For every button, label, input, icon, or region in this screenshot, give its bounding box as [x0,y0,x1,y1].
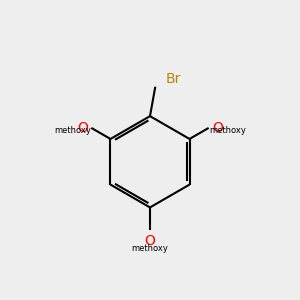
Text: O: O [77,121,88,135]
Text: methoxy: methoxy [54,126,91,135]
Text: O: O [145,234,155,248]
Text: Br: Br [166,72,181,86]
Text: methoxy: methoxy [209,126,246,135]
Text: O: O [212,121,223,135]
Text: methoxy: methoxy [132,244,168,253]
